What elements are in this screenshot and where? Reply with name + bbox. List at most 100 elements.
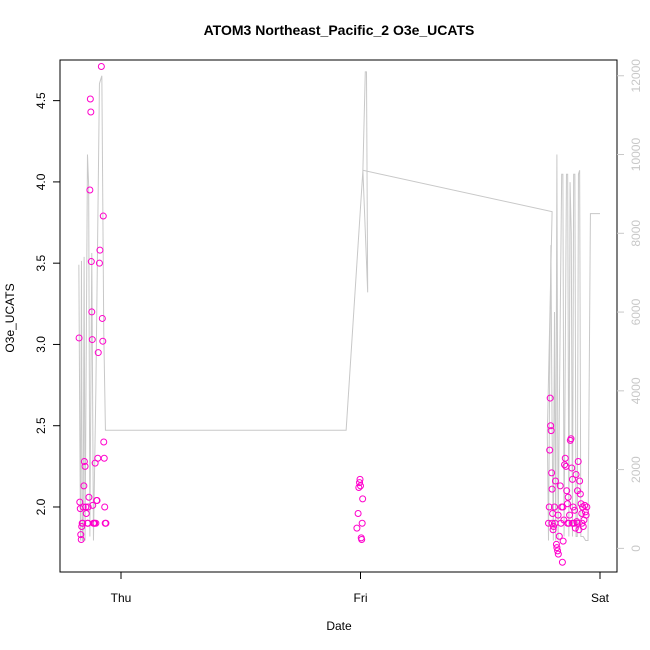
o3e-data-point [354,509,362,517]
o3e-data-point [87,258,95,266]
o3e-data-point [568,519,576,527]
o3e-data-point [93,496,101,504]
o3e-data-point [576,477,584,485]
o3e-data-point [548,519,556,527]
o3e-data-point [100,438,108,446]
chart-title: ATOM3 Northeast_Pacific_2 O3e_UCATS [204,22,475,38]
o3e-data-point [579,522,587,530]
o3e-data-point [546,446,554,454]
o3e-data-point [555,532,563,540]
o3e-data-point [87,108,95,116]
o3e-data-point [546,394,554,402]
o3e-data-point [356,475,364,483]
o3e-data-point [77,531,85,539]
o3e-data-point [358,535,366,543]
y-right-tick-label: 2000 [629,456,643,483]
o3e-data-point [548,469,556,477]
o3e-data-point [563,500,571,508]
o3e-data-point [79,519,87,527]
o3e-data-point [564,519,572,527]
o3e-data-point [582,511,590,519]
y-left-tick-label: 4.0 [34,173,48,190]
x-tick-label: Sat [591,591,610,605]
y-left-tick-label: 2.5 [34,417,48,434]
o3e-data-point [91,519,99,527]
y-axis-label: O3e_UCATS [3,283,17,352]
o3e-data-point [547,427,555,435]
o3e-data-point [99,212,107,220]
y-right-tick-label: 0 [629,545,643,552]
o3e-data-point [575,526,583,534]
o3e-data-point [549,526,557,534]
o3e-data-point [358,519,366,527]
o3e-data-point [85,493,93,501]
o3e-data-point [576,490,584,498]
o3e-data-point [554,511,562,519]
o3e-data-point [566,511,574,519]
o3e-data-point [78,522,86,530]
y-right-tick-label: 8000 [629,220,643,247]
o3e-data-point [84,503,92,511]
o3e-data-point [101,503,109,511]
y-left-tick-label: 3.0 [34,336,48,353]
o3e-data-point [100,454,108,462]
o3e-data-point [553,544,561,552]
o3e-data-point [80,482,88,490]
o3e-data-point [102,519,110,527]
x-tick-label: Thu [111,591,132,605]
o3e-data-point [561,461,569,469]
y-left-tick-label: 4.5 [34,92,48,109]
o3e-data-point [94,454,102,462]
o3e-data-point [76,498,84,506]
o3e-data-point [82,509,90,517]
o3e-scatter-series [75,63,591,566]
o3e-data-point [563,487,571,495]
o3e-data-point [559,503,567,511]
o3e-data-point [80,457,88,465]
o3e-data-point [99,337,107,345]
o3e-data-point [357,482,364,490]
o3e-data-point [559,537,567,545]
o3e-data-point [89,501,97,509]
altitude-line [78,71,600,541]
o3e-data-point [568,475,576,483]
y-left-tick-label: 3.5 [34,255,48,272]
o3e-data-point [564,493,572,501]
o3e-data-point [359,495,367,503]
o3e-data-point [578,509,586,517]
o3e-data-point [79,503,87,511]
o3e-data-point [545,503,553,511]
o3e-data-point [75,334,83,342]
o3e-data-point [558,558,566,566]
x-axis-label: Date [326,619,352,633]
o3e-data-point [88,336,96,344]
o3e-data-point [569,503,577,511]
y-right-tick-label: 4000 [629,377,643,404]
o3e-data-point [355,483,363,491]
o3e-data-point [86,95,94,103]
o3e-data-point [547,422,555,430]
o3e-data-point [578,519,586,527]
o3e-data-point [581,508,589,516]
x-tick-label: Fri [354,591,368,605]
o3e-data-point [554,550,562,558]
o3e-data-point [84,519,92,527]
o3e-data-point [88,308,96,316]
o3e-data-point [94,349,102,357]
o3e-data-point [577,500,585,508]
o3e-data-point [581,501,589,509]
o3e-data-point [77,535,85,543]
o3e-data-point [550,503,558,511]
o3e-data-point [573,519,581,527]
o3e-data-point [95,259,103,267]
y-right-tick-label: 12000 [629,59,643,93]
o3e-data-point [571,506,579,514]
o3e-data-point [86,186,94,194]
o3e-data-point [556,482,564,490]
o3e-data-point [551,477,559,485]
o3e-data-point [552,540,560,548]
o3e-data-point [97,63,105,71]
o3e-data-point [82,503,90,511]
o3e-data-point [574,457,582,465]
